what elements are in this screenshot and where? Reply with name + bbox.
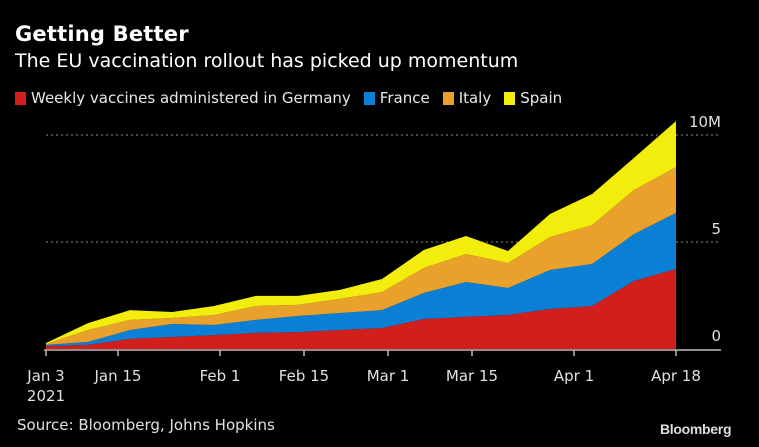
area-france bbox=[46, 212, 676, 346]
x-tick-label: Apr 1 bbox=[554, 367, 594, 385]
legend-swatch-italy bbox=[442, 91, 454, 105]
y-tick-label: 5 bbox=[711, 220, 721, 238]
legend-item-spain: Spain bbox=[504, 89, 562, 107]
legend-label-spain: Spain bbox=[520, 89, 563, 107]
x-axis: Jan 3 2021 Jan 15 Feb 1 Feb 15 Mar 1 Mar 15 Apr… bbox=[26, 349, 721, 405]
y-tick-label: 10M bbox=[689, 113, 721, 131]
x-tick-label: Apr 18 bbox=[651, 367, 701, 385]
legend: Weekly vaccines administered in Germany … bbox=[15, 89, 575, 107]
legend-label-germany: Weekly vaccines administered in Germany bbox=[31, 89, 351, 107]
legend-swatch-spain bbox=[504, 91, 516, 105]
area-spain bbox=[46, 121, 676, 345]
x-tick-label: Feb 1 bbox=[200, 367, 241, 385]
legend-swatch-germany bbox=[15, 91, 26, 105]
legend-label-italy: Italy bbox=[458, 89, 492, 107]
y-tick-label: 0 bbox=[711, 327, 721, 345]
chart-title: Getting Better bbox=[15, 22, 189, 46]
legend-label-france: France bbox=[379, 89, 430, 107]
legend-item-germany: Weekly vaccines administered in Germany bbox=[15, 89, 351, 107]
legend-item-italy: Italy bbox=[442, 89, 492, 107]
area-italy bbox=[46, 167, 676, 345]
legend-item-france: France bbox=[363, 89, 430, 107]
x-tick-label: Jan 3 bbox=[26, 367, 64, 385]
source-note: Source: Bloomberg, Johns Hopkins bbox=[17, 416, 275, 434]
legend-swatch-france bbox=[363, 91, 375, 105]
x-tick-label: Mar 15 bbox=[446, 367, 498, 385]
x-tick-label: Jan 15 bbox=[94, 367, 142, 385]
areas bbox=[46, 121, 676, 349]
x-tick-sublabel: 2021 bbox=[27, 387, 65, 405]
area-germany bbox=[46, 269, 676, 349]
x-tick-label: Feb 15 bbox=[279, 367, 329, 385]
chart-subtitle: The EU vaccination rollout has picked up… bbox=[15, 50, 519, 72]
x-tick-label: Mar 1 bbox=[367, 367, 410, 385]
y-axis-labels: 0 5 10M bbox=[689, 113, 721, 345]
bloomberg-logo: Bloomberg bbox=[660, 421, 732, 437]
